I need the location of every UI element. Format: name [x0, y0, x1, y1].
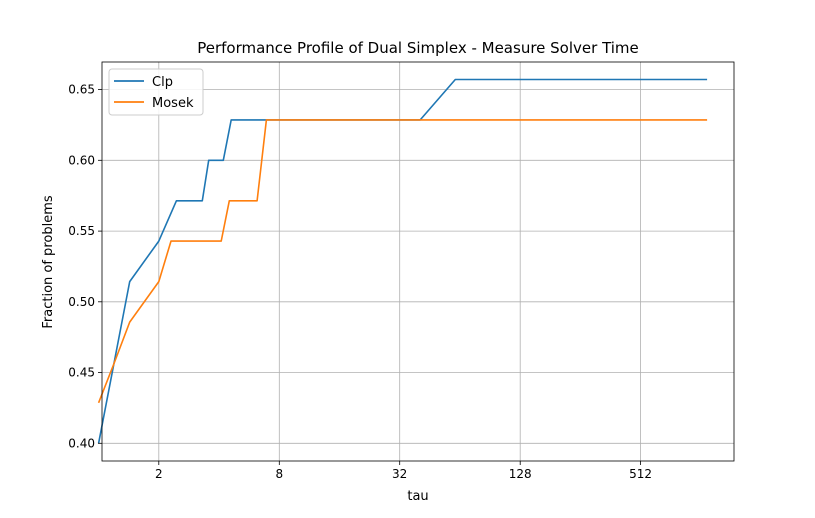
series-lines [97, 78, 708, 444]
x-tick-label: 128 [509, 467, 532, 481]
y-tick-label: 0.45 [68, 366, 95, 380]
y-tick-label: 0.40 [68, 436, 95, 450]
x-tick-label: 2 [155, 467, 163, 481]
legend-label-clp: Clp [152, 75, 173, 90]
series-line-mosek [97, 119, 708, 404]
y-tick-label: 0.50 [68, 295, 95, 309]
y-tick-label: 0.55 [68, 224, 95, 238]
y-tick-label: 0.60 [68, 153, 95, 167]
legend: Clp Mosek [108, 68, 204, 116]
y-axis-label: Fraction of problems [41, 195, 56, 328]
x-axis-label: tau [407, 489, 428, 504]
x-tick-label: 8 [275, 467, 283, 481]
grid [102, 62, 734, 461]
plot-frame [101, 61, 735, 462]
x-tick-label: 512 [629, 467, 652, 481]
x-tick-label: 32 [392, 467, 407, 481]
ticks: 2 8 32 128 512 0.40 0.45 0.50 0.55 0.60 0.65 [68, 83, 652, 481]
legend-label-mosek: Mosek [152, 96, 194, 111]
chart-title: Performance Profile of Dual Simplex - Me… [197, 39, 639, 57]
y-tick-label: 0.65 [68, 83, 95, 97]
